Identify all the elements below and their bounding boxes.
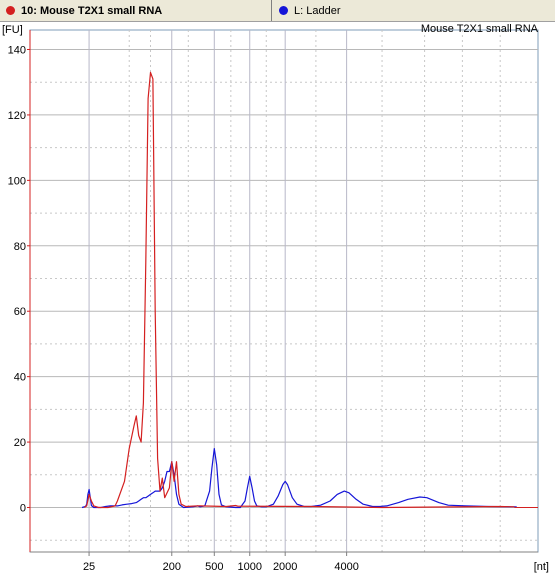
series-layer: [81, 71, 538, 509]
y-tick-label: 20: [14, 437, 26, 449]
x-tick-label: 2000: [273, 561, 297, 573]
y-tick-label: 140: [8, 45, 26, 57]
sample-dot-icon: [6, 6, 15, 15]
x-tick-label: 25: [83, 561, 95, 573]
ladder-trace-line: [81, 448, 517, 509]
y-tick-label: 40: [14, 372, 26, 384]
ladder-dot-icon: [279, 6, 288, 15]
y-tick-label: 60: [14, 306, 26, 318]
x-tick-label: 1000: [237, 561, 261, 573]
tick-layer: 0 20 40 60 80 100 120 140 25 200 500 1000 2000 4000: [8, 45, 359, 574]
tab-ladder-label: L: Ladder: [294, 4, 341, 17]
tab-sample[interactable]: 10: Mouse T2X1 small RNA: [0, 0, 272, 21]
x-tick-label: 200: [163, 561, 181, 573]
plot-frame: [29, 29, 539, 553]
tab-sample-label: 10: Mouse T2X1 small RNA: [21, 4, 163, 17]
tab-ladder[interactable]: L: Ladder: [273, 0, 555, 21]
x-axis-label: [nt]: [534, 561, 549, 573]
y-tick-label: 100: [8, 175, 26, 187]
y-axis-label: [FU]: [2, 24, 23, 36]
grid: [30, 30, 538, 552]
x-tick-label: 500: [205, 561, 223, 573]
y-tick-label: 80: [14, 241, 26, 253]
chart-title: Mouse T2X1 small RNA: [421, 23, 539, 35]
x-tick-label: 4000: [334, 561, 358, 573]
y-tick-label: 0: [20, 503, 26, 515]
y-tick-label: 120: [8, 110, 26, 122]
tab-bar: 10: Mouse T2X1 small RNA L: Ladder: [0, 0, 555, 22]
sample-trace-line: [83, 71, 515, 509]
electropherogram-chart: 0 20 40 60 80 100 120 140 25 200 500 1000 2000 4000 M…: [2, 23, 549, 574]
